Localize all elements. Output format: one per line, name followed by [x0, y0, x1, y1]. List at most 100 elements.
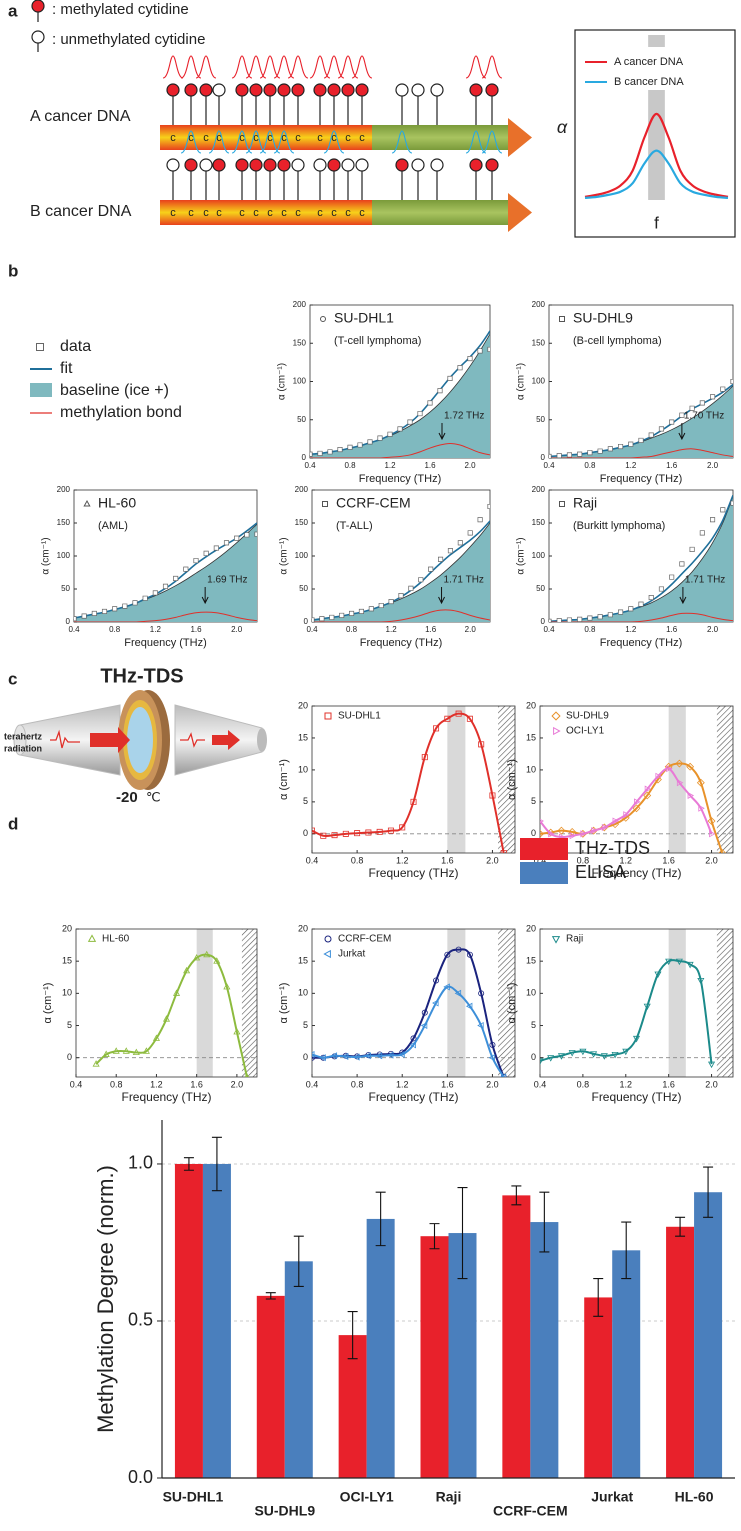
y-tick-label: 0 [304, 617, 309, 626]
error-bar [675, 1216, 686, 1237]
data-point [686, 762, 695, 771]
y-tick-label: 5 [531, 796, 536, 806]
y-tick-label: 200 [532, 300, 546, 309]
y-tick-label: 50 [536, 584, 545, 593]
signal-bump [273, 55, 295, 79]
data-point [634, 798, 641, 806]
base-letter: c [188, 207, 194, 219]
unmethylated-pin [411, 83, 425, 97]
data-point [577, 616, 583, 622]
error-bar [347, 1311, 358, 1360]
data-point [330, 1052, 338, 1060]
data-point [341, 1052, 349, 1060]
data-point [648, 595, 654, 601]
data-point [112, 1047, 120, 1054]
data-point [618, 443, 624, 450]
data-point [540, 1058, 544, 1065]
peak-band [196, 929, 213, 1077]
y-tick-label: 20 [526, 923, 536, 933]
plot-frame [539, 928, 734, 1078]
data-point [102, 1050, 110, 1057]
y-tick-label: 20 [298, 923, 308, 933]
legend-label: baseline (ice +) [60, 382, 169, 399]
legend-label: THz-TDS [575, 838, 650, 858]
data-point [331, 832, 338, 839]
x-tick-label: 1.2 [620, 855, 633, 865]
y-tick-label: 20 [298, 700, 308, 710]
signal-bump [273, 130, 295, 154]
data-point [433, 725, 440, 732]
error-bar [265, 1292, 276, 1300]
data-point [611, 1052, 619, 1059]
data-point [376, 828, 383, 835]
data-point [454, 989, 462, 997]
concept-curve [584, 149, 729, 199]
base-letter: c [295, 207, 301, 219]
legend-swatch [30, 383, 52, 397]
plot-frame [311, 928, 516, 1078]
data-point [568, 1050, 576, 1057]
x-tick-label: 1.2 [396, 855, 409, 865]
data-point [632, 804, 641, 813]
data-point [234, 535, 240, 541]
legend-label: data [60, 338, 91, 355]
data-point [353, 1053, 360, 1061]
y-axis-label: α (cm⁻¹) [41, 537, 52, 574]
temperature-unit: ℃ [146, 789, 161, 804]
data-point [427, 400, 433, 406]
base-letter: c [253, 132, 259, 144]
data-point [466, 715, 473, 722]
y-tick-label: 0 [531, 828, 536, 838]
y-tick-label: 15 [62, 956, 72, 966]
plot-subtitle: (T-ALL) [336, 520, 373, 532]
unmethylated-pin [355, 158, 369, 172]
data-point [676, 779, 684, 787]
data-point [638, 437, 644, 443]
y-axis-label: α [557, 117, 568, 137]
x-tick-label: 0.4 [534, 855, 547, 865]
methylated-pin [31, 0, 45, 13]
data-point [388, 598, 394, 605]
data-point [730, 378, 733, 385]
data-point [329, 614, 335, 620]
y-axis-label: α (cm⁻¹) [516, 363, 527, 400]
data-point [183, 566, 189, 572]
y-tick-label: 15 [526, 956, 536, 966]
base-letter: c [359, 207, 365, 219]
x-tick-label: Jurkat [591, 1489, 633, 1505]
y-tick-label: 0 [541, 453, 546, 462]
methylated-pin [327, 83, 341, 97]
data-point [540, 829, 544, 838]
strand-label: B cancer DNA [30, 203, 132, 220]
y-tick-label: 50 [61, 584, 70, 593]
y-tick-label: 100 [532, 551, 546, 560]
error-bar [293, 1235, 304, 1287]
methylated-pin [263, 83, 277, 97]
x-tick-label: 0.8 [584, 625, 596, 634]
peak-label: 1.69 THz [207, 575, 247, 586]
data-point [74, 616, 77, 622]
data-point [487, 346, 490, 352]
y-tick-label: 15 [298, 956, 308, 966]
legend-text: : unmethylated cytidine [52, 31, 205, 48]
base-letter: c [295, 132, 301, 144]
data-point [444, 715, 451, 722]
data-point [386, 1051, 394, 1059]
error-bar [593, 1278, 604, 1317]
data-point [689, 405, 695, 411]
y-tick-label: 100 [532, 377, 546, 386]
signal-bump [323, 55, 345, 79]
panel-label: a [8, 1, 18, 20]
x-axis-label: Frequency (THz) [591, 866, 681, 880]
signal-bump [309, 55, 331, 79]
methylated-pin [277, 158, 291, 172]
methylated-pin [184, 83, 198, 97]
legend-swatch [520, 838, 568, 860]
y-tick-label: 5 [303, 1020, 308, 1030]
data-point [600, 1053, 608, 1060]
data-point [679, 561, 685, 567]
x-tick-label: 0.4 [306, 1079, 319, 1089]
plot-title: CCRF-CEM [336, 495, 411, 511]
baseline-area [74, 524, 257, 622]
bar [202, 1163, 231, 1478]
